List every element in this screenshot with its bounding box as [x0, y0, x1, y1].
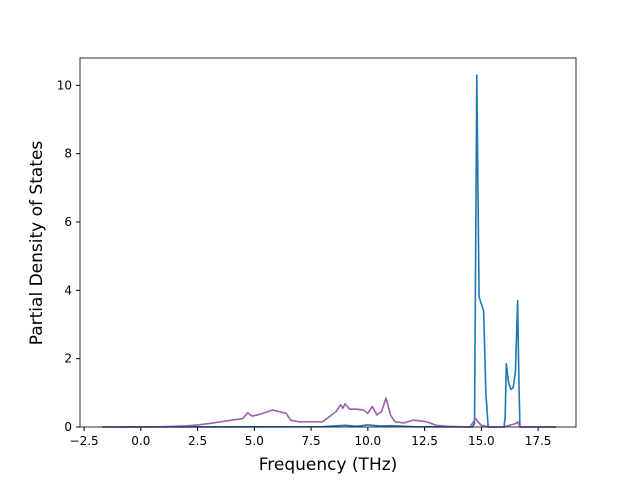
x-tick-label: 7.5 [302, 434, 321, 448]
x-tick-label: 5.0 [245, 434, 264, 448]
x-tick-label: 0.0 [131, 434, 150, 448]
y-tick-label: 0 [64, 420, 72, 434]
x-tick-label: 15.0 [468, 434, 495, 448]
y-tick-label: 2 [64, 352, 72, 366]
y-tick-label: 8 [64, 147, 72, 161]
data-line [102, 397, 557, 428]
y-tick-label: 4 [64, 283, 72, 297]
y-tick-label: 6 [64, 215, 72, 229]
x-tick-label: 2.5 [188, 434, 207, 448]
y-axis-label: Partial Density of States [27, 141, 47, 346]
y-tick-label: 10 [57, 78, 72, 92]
x-tick-label: 12.5 [411, 434, 438, 448]
axes-frame [79, 57, 577, 428]
x-tick-label: 17.5 [525, 434, 552, 448]
x-tick-label: 10.0 [354, 434, 381, 448]
x-tick-label: −2.5 [70, 434, 99, 448]
data-line [102, 74, 557, 428]
x-axis-label: Frequency (THz) [259, 455, 398, 475]
